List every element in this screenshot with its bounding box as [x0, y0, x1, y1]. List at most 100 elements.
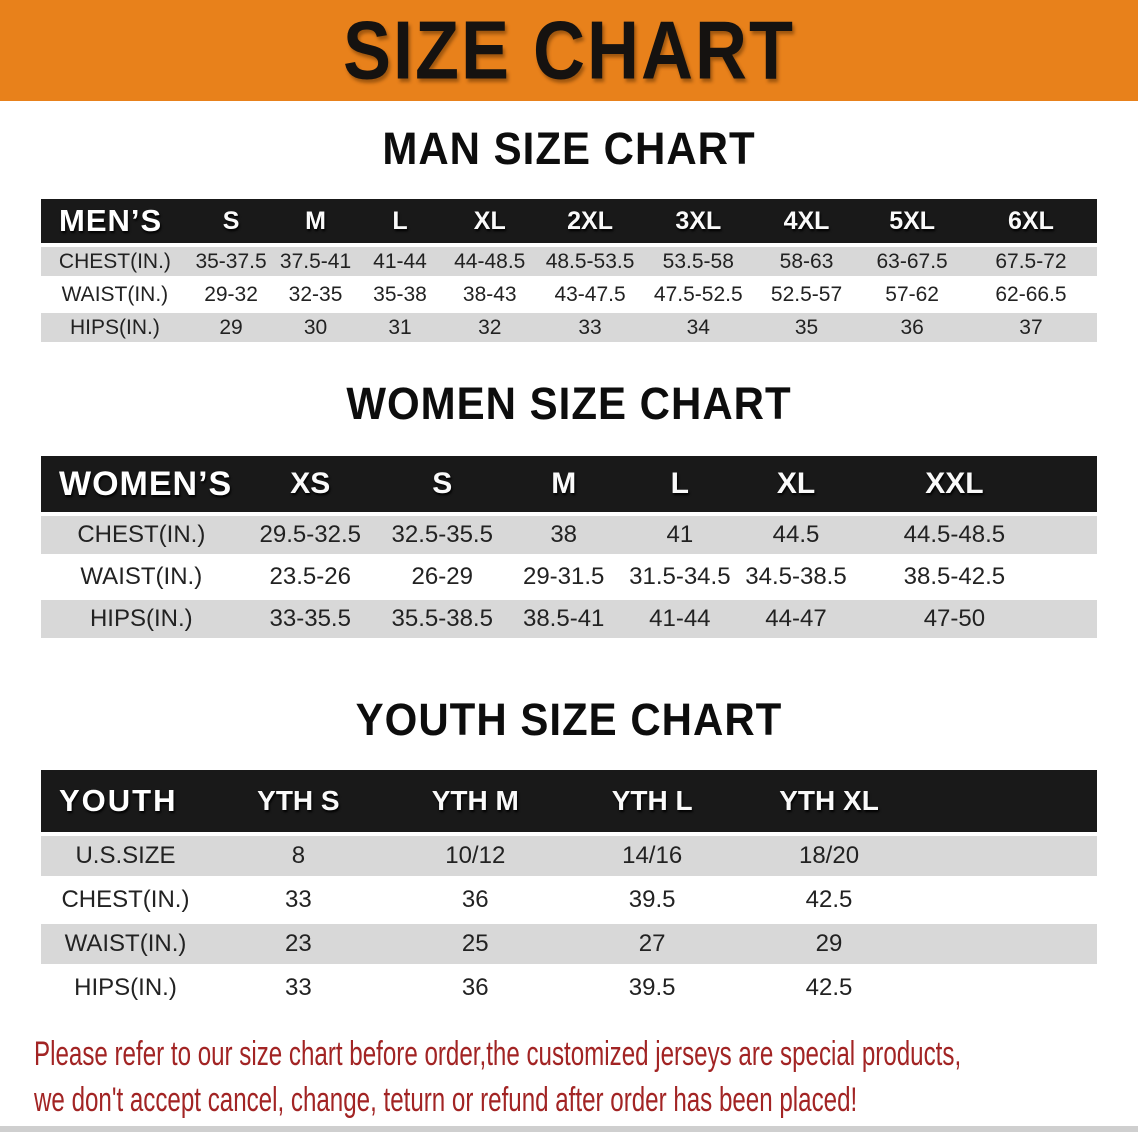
measure-cell: 33-35.5 [241, 600, 379, 639]
measure-cell: 29.5-32.5 [241, 516, 379, 555]
size-header: 3XL [642, 199, 754, 244]
measure-cell: 37.5-41 [273, 247, 358, 277]
row-label: WAIST(IN.) [41, 558, 242, 597]
spacer-cell [917, 924, 1097, 965]
spacer-cell [1054, 516, 1097, 555]
row-label: CHEST(IN.) [41, 247, 189, 277]
women-section-heading: WOMEN SIZE CHART [346, 378, 792, 429]
spacer-cell [917, 880, 1097, 921]
measure-row: HIPS(IN.) 29 30 31 32 33 34 35 36 37 [41, 313, 1097, 343]
banner-title: SIZE CHART [343, 4, 795, 97]
men-size-table: MEN’S S M L XL 2XL 3XL 4XL 5XL 6XL CHEST(IN.) 35-37… [41, 195, 1097, 346]
measure-row: CHEST(IN.) 33 36 39.5 42.5 [41, 880, 1097, 921]
size-header: XS [241, 456, 379, 513]
measure-cell: 53.5-58 [642, 247, 754, 277]
row-label: HIPS(IN.) [41, 313, 189, 343]
measure-cell: 34 [642, 313, 754, 343]
measure-cell: 43-47.5 [537, 280, 643, 310]
spacer-cell [917, 968, 1097, 1009]
measure-row: HIPS(IN.) 33-35.5 35.5-38.5 38.5-41 41-44 44-… [41, 600, 1097, 639]
measure-cell: 63-67.5 [859, 247, 965, 277]
measure-cell: 29-32 [188, 280, 274, 310]
row-label: CHEST(IN.) [41, 516, 242, 555]
spacer-cell [1054, 600, 1097, 639]
row-label: CHEST(IN.) [41, 880, 210, 921]
measure-cell: 62-66.5 [964, 280, 1097, 310]
spacer-cell [1054, 558, 1097, 597]
size-header: S [378, 456, 506, 513]
order-note: Please refer to our size chart before or… [0, 1032, 1138, 1124]
measure-cell: 23 [209, 924, 387, 965]
measure-cell: 32-35 [273, 280, 358, 310]
measure-cell: 44-47 [737, 600, 855, 639]
measure-cell: 33 [537, 313, 643, 343]
measure-cell: 38.5-42.5 [854, 558, 1055, 597]
measure-cell: 33 [209, 968, 387, 1009]
men-section-heading: MAN SIZE CHART [382, 123, 756, 174]
measure-cell: 36 [386, 968, 564, 1009]
measure-cell: 38-43 [442, 280, 538, 310]
youth-size-table: YOUTH YTH S YTH M YTH L YTH XL U.S.SIZE 8 10/12… [41, 766, 1097, 1012]
size-header: XL [737, 456, 855, 513]
size-header: YTH S [209, 770, 387, 833]
spacer-cell [1054, 456, 1097, 513]
measure-cell: 52.5-57 [753, 280, 860, 310]
measure-cell: 44.5-48.5 [854, 516, 1055, 555]
size-header: YTH M [386, 770, 564, 833]
header-row: YOUTH YTH S YTH M YTH L YTH XL [41, 770, 1097, 833]
header-row: MEN’S S M L XL 2XL 3XL 4XL 5XL 6XL [41, 199, 1097, 244]
measure-row: WAIST(IN.) 23.5-26 26-29 29-31.5 31.5-34.5 34… [41, 558, 1097, 597]
measure-row: CHEST(IN.) 35-37.5 37.5-41 41-44 44-48.5 48.5… [41, 247, 1097, 277]
size-header: M [273, 199, 358, 244]
row-label: U.S.SIZE [41, 836, 210, 877]
measure-cell: 35 [753, 313, 860, 343]
bottom-strip [0, 1126, 1138, 1132]
measure-row: CHEST(IN.) 29.5-32.5 32.5-35.5 38 41 44.5 44.5… [41, 516, 1097, 555]
row-label-header: YOUTH [41, 770, 210, 833]
measure-cell: 41-44 [621, 600, 738, 639]
measure-cell: 39.5 [563, 880, 741, 921]
row-label: WAIST(IN.) [41, 280, 189, 310]
measure-cell: 41-44 [357, 247, 443, 277]
measure-cell: 10/12 [386, 836, 564, 877]
measure-cell: 44-48.5 [442, 247, 538, 277]
measure-cell: 30 [273, 313, 358, 343]
youth-section-heading: YOUTH SIZE CHART [355, 694, 783, 746]
youth-section: YOUTH SIZE CHART YOUTH YTH S YTH M YTH L YTH… [0, 694, 1138, 1012]
size-header: YTH XL [740, 770, 918, 833]
measure-cell: 29-31.5 [505, 558, 622, 597]
row-label: HIPS(IN.) [41, 968, 210, 1009]
size-header: L [621, 456, 738, 513]
banner: SIZE CHART [0, 0, 1138, 101]
measure-cell: 27 [563, 924, 741, 965]
measure-cell: 33 [209, 880, 387, 921]
row-label-header: MEN’S [41, 199, 189, 244]
size-header: S [188, 199, 274, 244]
measure-cell: 44.5 [737, 516, 855, 555]
size-header: XL [442, 199, 538, 244]
size-header: M [505, 456, 622, 513]
women-section: WOMEN SIZE CHART WOMEN’S XS S M L XL XXL CHEST(… [0, 378, 1138, 642]
measure-cell: 39.5 [563, 968, 741, 1009]
measure-cell: 38 [505, 516, 622, 555]
row-label-header: WOMEN’S [41, 456, 242, 513]
men-section: MAN SIZE CHART MEN’S S M L XL 2XL 3XL 4XL 5XL 6XL… [0, 123, 1138, 346]
measure-cell: 14/16 [563, 836, 741, 877]
measure-cell: 38.5-41 [505, 600, 622, 639]
measure-cell: 36 [859, 313, 965, 343]
measure-row: U.S.SIZE 8 10/12 14/16 18/20 [41, 836, 1097, 877]
measure-cell: 48.5-53.5 [537, 247, 643, 277]
size-header: 5XL [859, 199, 965, 244]
measure-cell: 31.5-34.5 [621, 558, 738, 597]
size-header: XXL [854, 456, 1055, 513]
measure-cell: 35.5-38.5 [378, 600, 506, 639]
measure-cell: 37 [964, 313, 1097, 343]
measure-cell: 18/20 [740, 836, 918, 877]
order-note-line-2: we don't accept cancel, change, teturn o… [34, 1081, 858, 1120]
measure-cell: 57-62 [859, 280, 965, 310]
measure-row: HIPS(IN.) 33 36 39.5 42.5 [41, 968, 1097, 1009]
measure-cell: 26-29 [378, 558, 506, 597]
spacer-cell [917, 836, 1097, 877]
row-label: WAIST(IN.) [41, 924, 210, 965]
